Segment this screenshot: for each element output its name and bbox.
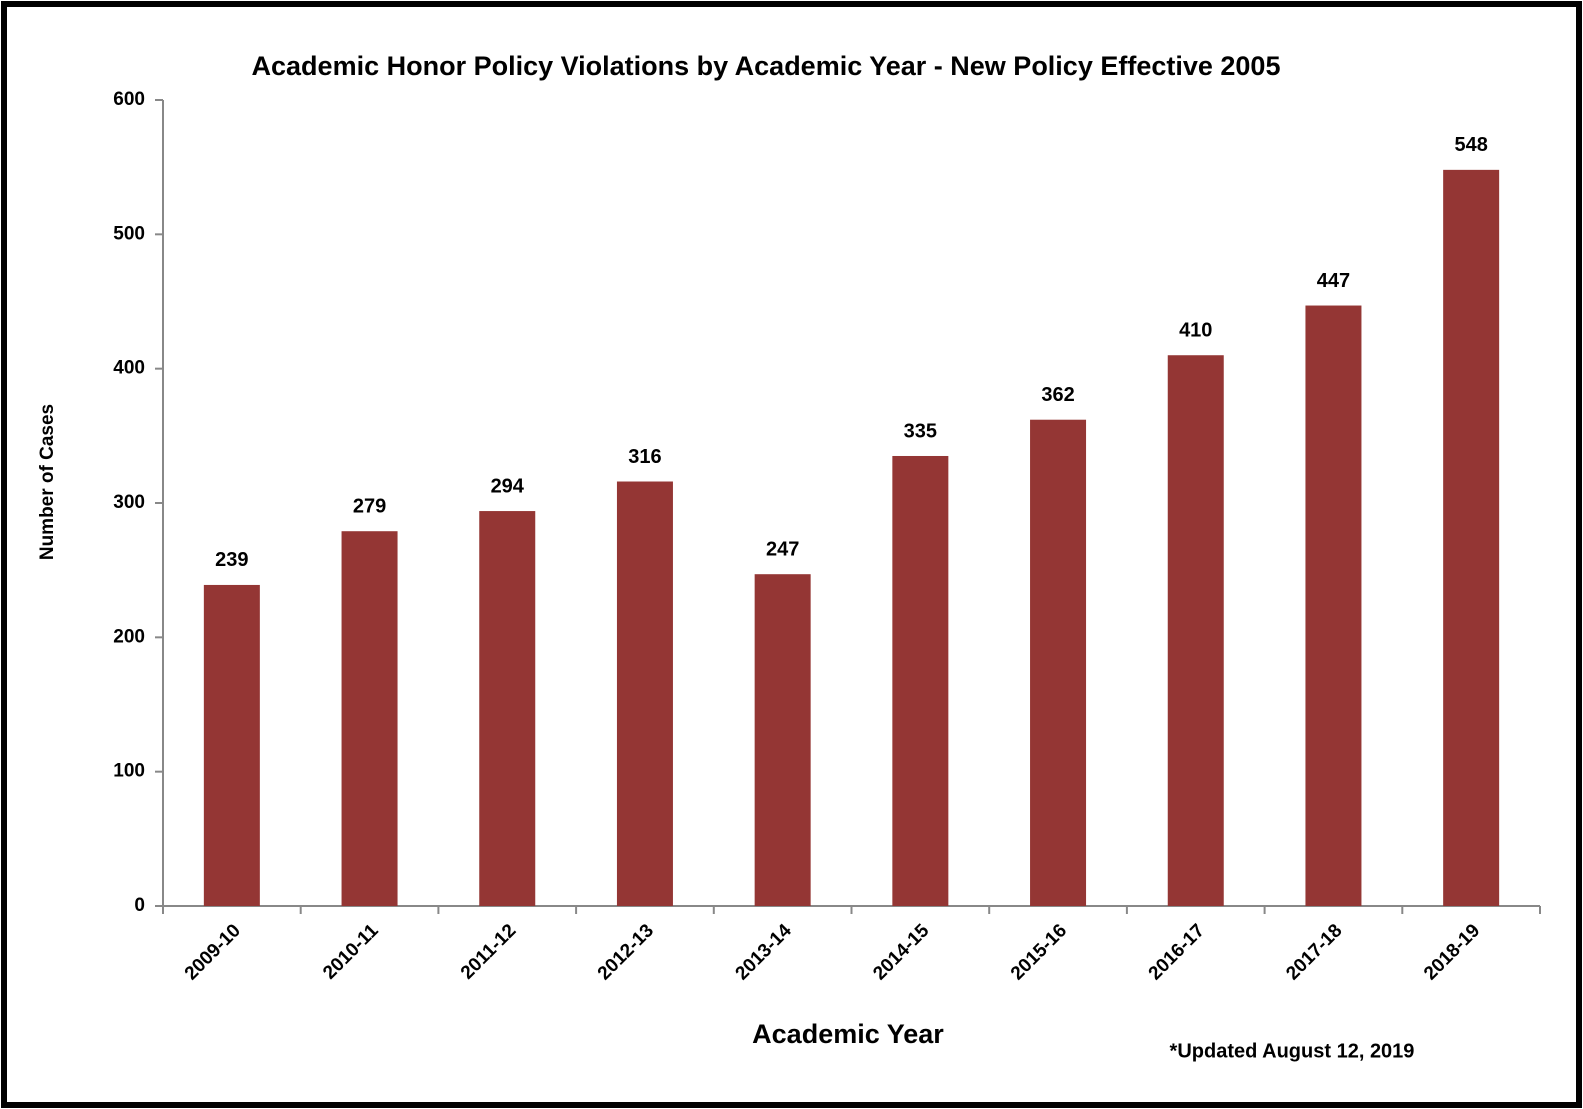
y-tick-label: 400 [113, 358, 145, 379]
y-tick-label: 200 [113, 626, 145, 647]
bar [479, 511, 536, 906]
bar [892, 455, 949, 906]
y-tick-label: 100 [113, 761, 145, 782]
annotation: *Updated August 12, 2019 [1170, 1040, 1415, 1062]
data-label: 294 [491, 475, 525, 497]
data-label: 279 [353, 495, 386, 517]
bar [616, 481, 673, 906]
y-tick-label: 300 [113, 492, 145, 513]
y-tick-label: 500 [113, 223, 145, 244]
y-axis-label: Number of Cases [37, 404, 58, 560]
data-label: 335 [904, 420, 937, 442]
data-label: 239 [215, 549, 248, 571]
y-tick-label: 0 [134, 895, 145, 916]
data-label: 362 [1041, 384, 1074, 406]
bar [754, 574, 811, 906]
y-tick-label: 600 [113, 89, 145, 110]
data-label: 316 [628, 446, 661, 468]
chart-title: Academic Honor Policy Violations by Acad… [252, 51, 1281, 81]
bar [1443, 169, 1500, 906]
x-axis-label: Academic Year [752, 1019, 944, 1049]
data-label: 447 [1317, 270, 1350, 292]
bar [1167, 355, 1224, 906]
bar [203, 584, 260, 906]
bar [341, 531, 398, 906]
bar [1030, 419, 1087, 906]
data-label: 548 [1454, 134, 1487, 156]
data-label: 410 [1179, 320, 1212, 342]
bar [1305, 305, 1362, 906]
data-label: 247 [766, 538, 799, 560]
